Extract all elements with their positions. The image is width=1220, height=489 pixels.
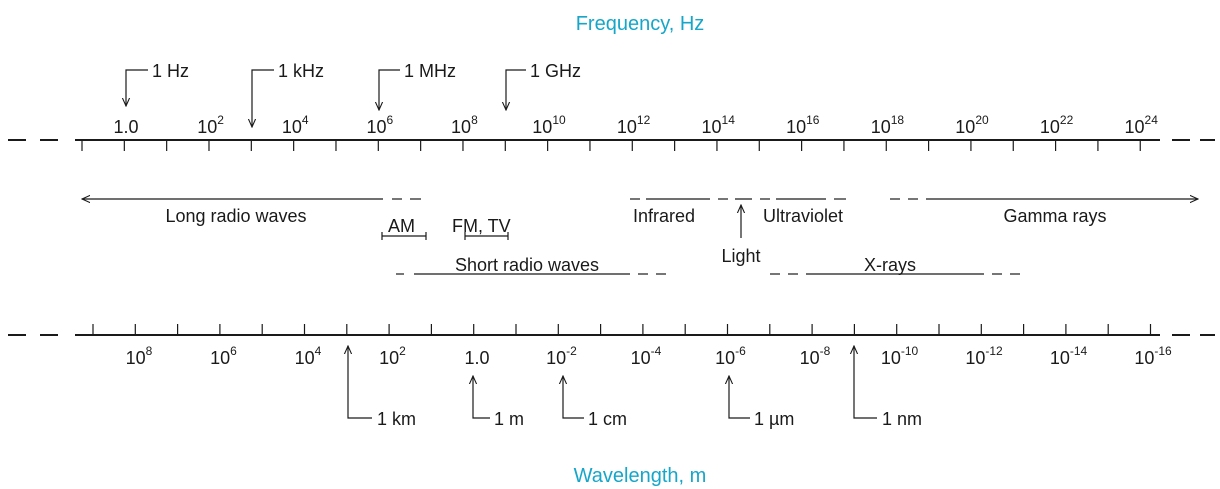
fm-tv-range-bracket <box>464 232 509 240</box>
marker-1nm-arrow <box>854 346 877 419</box>
wavelength-tick-label: 1.0 <box>464 348 489 368</box>
marker-1mhz-label: 1 MHz <box>404 61 456 81</box>
band-x-rays: X-rays <box>864 255 916 275</box>
band-ultraviolet: Ultraviolet <box>763 206 843 226</box>
marker-1ghz-arrow <box>506 69 526 110</box>
marker-1cm-label: 1 cm <box>588 409 627 429</box>
marker-1km-label: 1 km <box>377 409 416 429</box>
wavelength-tick-label: 102 <box>379 344 406 368</box>
wavelength-axis: 108 106 104 102 1.0 10-2 10-4 10-6 10-8 10-10 10-1… <box>8 324 1215 368</box>
frequency-tick-label: 106 <box>366 113 393 137</box>
marker-1um-label: 1 µm <box>754 409 794 429</box>
frequency-tick-label: 1.0 <box>113 117 138 137</box>
band-long-radio-waves: Long radio waves <box>165 206 306 226</box>
wavelength-tick-label: 10-8 <box>800 344 831 368</box>
frequency-axis-title: Frequency, Hz <box>576 13 705 35</box>
marker-1m-arrow <box>473 376 490 419</box>
spectrum-bands: Long radio waves AM FM, TV Short radio w… <box>82 199 1198 275</box>
frequency-tick-label: 102 <box>197 113 224 137</box>
wavelength-tick-label: 106 <box>210 344 237 368</box>
marker-1nm-label: 1 nm <box>882 409 922 429</box>
band-fm-tv: FM, TV <box>452 216 511 236</box>
am-range-bracket <box>381 232 427 240</box>
marker-1um-arrow <box>729 376 750 419</box>
marker-1khz-arrow <box>252 69 274 127</box>
frequency-tick-label: 1024 <box>1125 113 1159 137</box>
wavelength-tick-label: 10-4 <box>631 344 662 368</box>
marker-1hz-arrow <box>126 69 148 106</box>
wavelength-tick-label: 104 <box>295 344 322 368</box>
frequency-tick-label: 1016 <box>786 113 820 137</box>
frequency-markers: 1 Hz 1 kHz 1 MHz 1 GHz <box>126 61 581 127</box>
frequency-tick-label: 104 <box>282 113 309 137</box>
band-short-radio-waves: Short radio waves <box>455 255 599 275</box>
marker-1khz-label: 1 kHz <box>278 61 324 81</box>
wavelength-tick-label: 10-14 <box>1050 344 1088 368</box>
band-gamma-rays: Gamma rays <box>1003 206 1106 226</box>
marker-1km-arrow <box>348 346 372 419</box>
marker-1ghz-label: 1 GHz <box>530 61 581 81</box>
band-am: AM <box>388 216 415 236</box>
marker-1m-label: 1 m <box>494 409 524 429</box>
marker-1cm-arrow <box>563 376 584 419</box>
wavelength-tick-label: 10-16 <box>1134 344 1172 368</box>
band-infrared: Infrared <box>633 206 695 226</box>
wavelength-tick-label: 10-10 <box>881 344 919 368</box>
wavelength-tick-label: 108 <box>126 344 153 368</box>
wavelength-markers: 1 km 1 m 1 cm 1 µm 1 nm <box>348 346 922 429</box>
frequency-tick-label: 1022 <box>1040 113 1074 137</box>
frequency-tick-label: 108 <box>451 113 478 137</box>
wavelength-tick-label: 10-6 <box>715 344 746 368</box>
frequency-tick-label: 1010 <box>532 113 566 137</box>
frequency-tick-label: 1018 <box>871 113 905 137</box>
frequency-axis: 1.0 102 104 106 108 1010 1012 1014 1016 1018 1020 1… <box>8 113 1215 151</box>
marker-1hz-label: 1 Hz <box>152 61 189 81</box>
wavelength-tick-label: 10-12 <box>965 344 1003 368</box>
marker-1mhz-arrow <box>379 69 400 110</box>
band-light: Light <box>721 246 760 266</box>
wavelength-axis-title: Wavelength, m <box>574 465 707 487</box>
wavelength-tick-label: 10-2 <box>546 344 577 368</box>
frequency-tick-label: 1012 <box>617 113 651 137</box>
frequency-tick-label: 1020 <box>955 113 989 137</box>
frequency-tick-label: 1014 <box>702 113 736 137</box>
